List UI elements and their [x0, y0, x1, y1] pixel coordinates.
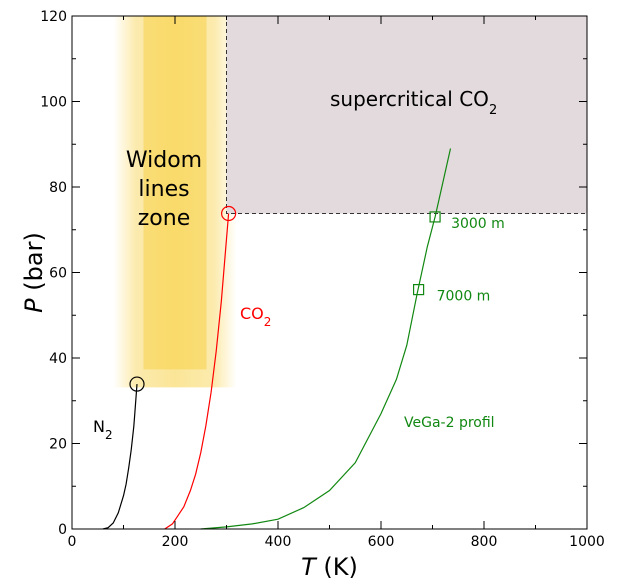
widom-zone-band	[113, 16, 237, 388]
y-tick-label: 20	[49, 437, 67, 453]
widom-zone-label-line: zone	[138, 206, 191, 231]
x-tick-label: 1000	[569, 534, 605, 550]
y-tick-label: 100	[40, 95, 67, 111]
widom-zone-label-line: lines	[138, 177, 189, 202]
series-line-0	[102, 384, 138, 530]
series-label-vega: VeGa-2 profil	[404, 415, 495, 431]
series-label-co2-sub: 2	[264, 315, 272, 329]
y-tick-label: 120	[40, 9, 67, 25]
y-tick-label: 40	[49, 351, 67, 367]
series-line-1	[164, 213, 230, 530]
depth-marker-label: 3000 m	[451, 216, 505, 232]
y-axis-title-var: P	[20, 298, 48, 313]
depth-marker-label: 7000 m	[437, 289, 491, 305]
y-tick-label: 80	[49, 180, 67, 196]
y-axis-title: P (bar)	[20, 232, 48, 313]
x-tick-label: 0	[68, 534, 77, 550]
series-label-n2-main: N	[93, 417, 105, 436]
supercritical-label-sub: 2	[489, 103, 497, 118]
depth-marker-1	[412, 284, 425, 296]
x-tick-label: 600	[368, 534, 395, 550]
series-label-n2: N2	[93, 417, 113, 442]
supercritical-label-main: supercritical CO	[330, 87, 489, 111]
x-axis-title-unit: (K)	[316, 553, 358, 581]
critical-point-marker-0	[129, 376, 145, 392]
series-line-2	[200, 148, 452, 530]
supercritical-label: supercritical CO2	[330, 87, 497, 118]
x-axis-title: T (K)	[301, 553, 358, 581]
critical-point-marker-1	[221, 205, 237, 222]
widom-zone-core	[143, 16, 207, 370]
depth-marker-0	[429, 211, 441, 223]
x-tick-label: 200	[162, 534, 189, 550]
x-tick-label: 400	[265, 534, 292, 550]
widom-zone-label-line: Widom	[126, 148, 202, 173]
y-axis-title-unit: (bar)	[20, 232, 48, 298]
x-axis-title-var: T	[301, 553, 318, 581]
y-tick-label: 60	[49, 266, 67, 282]
supercritical-region	[226, 15, 588, 215]
series-label-n2-sub: 2	[105, 428, 113, 442]
series-label-co2-main: CO	[240, 304, 264, 323]
y-tick-label: 0	[58, 522, 67, 538]
x-tick-label: 800	[471, 534, 498, 550]
series-label-co2: CO2	[240, 304, 271, 329]
